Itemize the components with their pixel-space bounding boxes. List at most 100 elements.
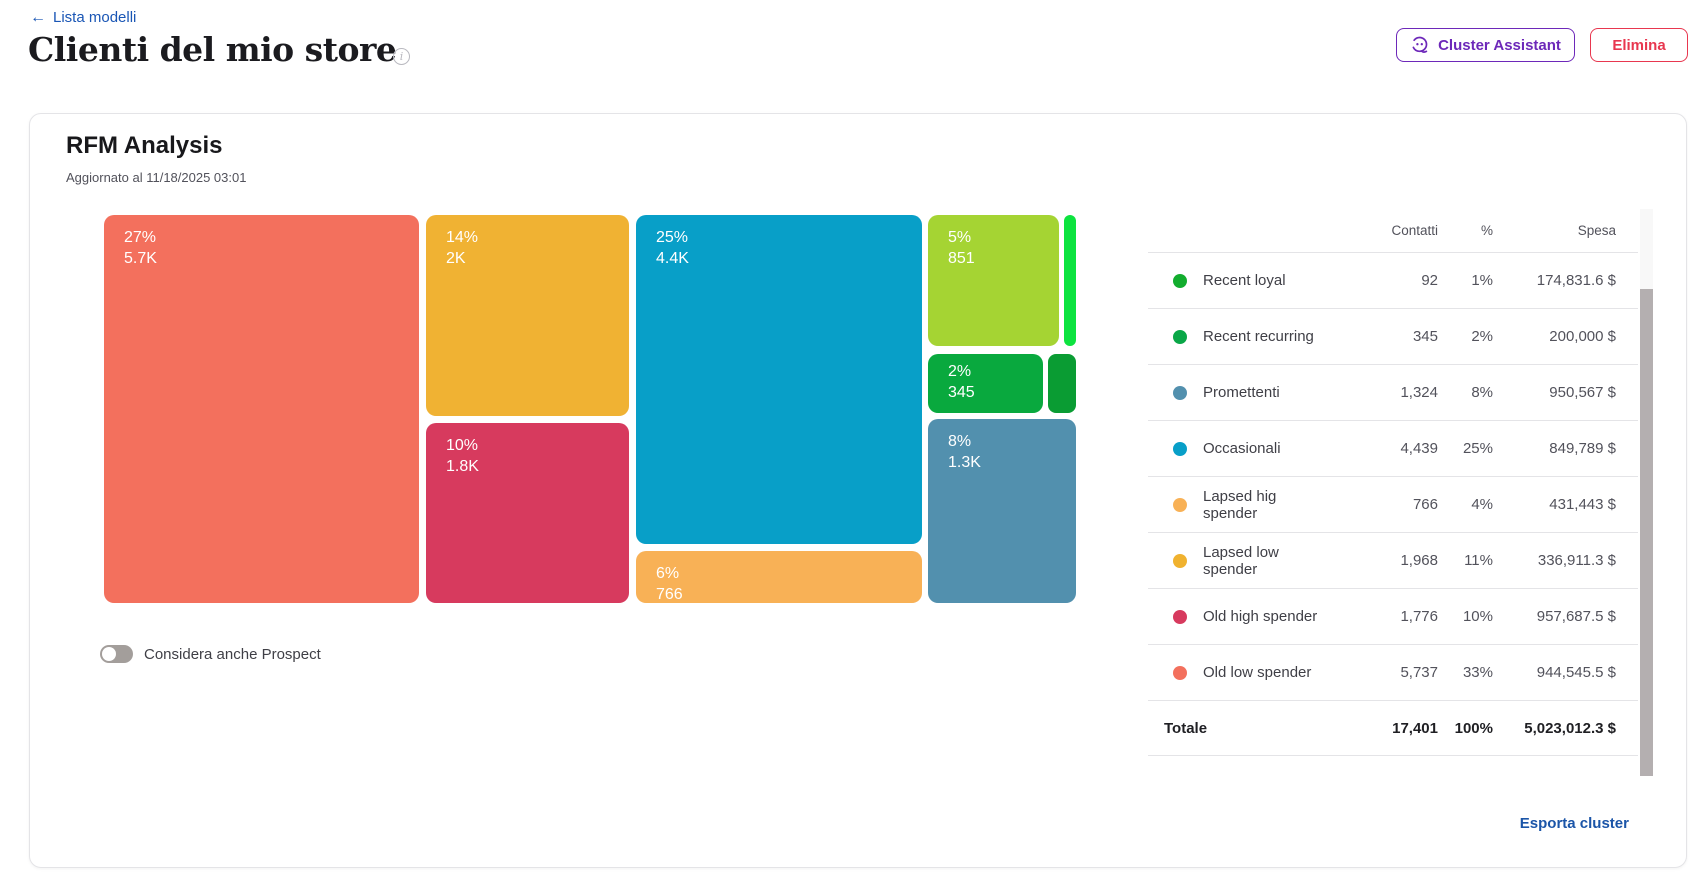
tile-pct: 10% [446, 437, 479, 454]
back-link[interactable]: ← Lista modelli [30, 9, 136, 26]
segment-spend: 200,000 $ [1549, 328, 1616, 345]
segment-name: Old low spender [1203, 664, 1312, 681]
treemap-tile-old-high-spender[interactable]: 10% 1.8K [426, 423, 629, 603]
cluster-assistant-label: Cluster Assistant [1438, 36, 1561, 54]
back-link-label: Lista modelli [53, 9, 137, 26]
segment-pct: 1% [1471, 272, 1493, 289]
rfm-card: RFM Analysis Aggiornato al 11/18/2025 03… [29, 113, 1687, 868]
table-header-row: Contatti % Spesa [1148, 209, 1638, 252]
export-cluster-link[interactable]: Esporta cluster [1519, 815, 1629, 832]
segment-pct: 8% [1471, 384, 1493, 401]
segment-contacts: 345 [1412, 328, 1438, 345]
page-title: Clienti del mio store [28, 30, 397, 69]
treemap-tile-lapsed-hig-spender[interactable]: 6% 766 [636, 551, 922, 603]
total-pct: 100% [1454, 719, 1493, 737]
col-header-contatti: Contatti [1391, 223, 1438, 238]
segment-contacts: 766 [1412, 496, 1438, 513]
card-updated-at: Aggiornato al 11/18/2025 03:01 [66, 170, 247, 185]
total-contacts: 17,401 [1392, 719, 1438, 737]
segment-name: Old high spender [1203, 608, 1318, 625]
segments-table: Contatti % Spesa Recent loyal 92 1% 174,… [1148, 209, 1638, 756]
segment-dot [1173, 665, 1187, 680]
treemap-tile-recent-recurring[interactable]: 2% 345 [928, 354, 1043, 413]
table-row: Promettenti 1,324 8% 950,567 $ [1148, 364, 1638, 420]
segment-spend: 174,831.6 $ [1536, 272, 1616, 289]
table-row: Old low spender 5,737 33% 944,545.5 $ [1148, 644, 1638, 700]
segment-name: Lapsed hig spender [1203, 487, 1277, 522]
segment-pct: 4% [1471, 496, 1493, 513]
treemap-tile-lime[interactable]: 5% 851 [928, 215, 1059, 346]
tile-pct: 8% [948, 433, 972, 450]
delete-button[interactable]: Elimina [1590, 28, 1688, 62]
segment-dot [1173, 553, 1187, 568]
segment-name: Recent recurring [1203, 328, 1314, 345]
tile-count: 4.4K [656, 250, 689, 267]
tile-count: 1.3K [948, 454, 981, 471]
segment-dot [1173, 441, 1187, 456]
segment-contacts: 1,324 [1400, 384, 1438, 401]
table-row: Lapsed hig spender 766 4% 431,443 $ [1148, 476, 1638, 532]
card-title: RFM Analysis [66, 132, 223, 159]
tile-pct: 2% [948, 363, 972, 380]
segment-pct: 33% [1462, 664, 1493, 681]
total-label: Totale [1164, 719, 1208, 737]
segment-contacts: 5,737 [1400, 664, 1438, 681]
treemap-tile-occasionali[interactable]: 25% 4.4K [636, 215, 922, 544]
table-row: Recent loyal 92 1% 174,831.6 $ [1148, 252, 1638, 308]
tile-pct: 27% [124, 229, 157, 246]
segment-name: Promettenti [1203, 384, 1280, 401]
segment-name: Lapsed low spender [1203, 543, 1279, 578]
col-header-pct: % [1480, 223, 1493, 238]
segment-spend: 950,567 $ [1549, 384, 1616, 401]
tile-pct: 14% [446, 229, 479, 246]
table-row: Occasionali 4,439 25% 849,789 $ [1148, 420, 1638, 476]
tile-count: 2K [446, 250, 466, 267]
tile-count: 1.8K [446, 458, 479, 475]
segment-dot [1173, 497, 1187, 512]
rfm-treemap: 27% 5.7K 14% 2K 10% 1.8K 25% 4.4K [104, 215, 1076, 603]
back-arrow-icon: ← [30, 8, 46, 26]
table-row: Old high spender 1,776 10% 957,687.5 $ [1148, 588, 1638, 644]
segment-dot [1173, 273, 1187, 288]
segment-pct: 25% [1462, 440, 1493, 457]
table-scrollbar-track[interactable] [1640, 209, 1653, 776]
prospect-toggle-label: Considera anche Prospect [144, 645, 321, 663]
tile-count: 345 [948, 384, 975, 401]
table-row: Lapsed low spender 1,968 11% 336,911.3 $ [1148, 532, 1638, 588]
info-icon[interactable]: i [393, 48, 410, 65]
prospect-toggle-row: Considera anche Prospect [100, 645, 321, 663]
segment-spend: 336,911.3 $ [1537, 552, 1616, 569]
segment-name: Recent loyal [1203, 272, 1286, 289]
segment-spend: 849,789 $ [1549, 440, 1616, 457]
segment-spend: 957,687.5 $ [1536, 608, 1616, 625]
segment-contacts: 1,776 [1400, 608, 1438, 625]
prospect-toggle[interactable] [100, 645, 133, 663]
treemap-tile-promettenti[interactable]: 8% 1.3K [928, 419, 1076, 603]
treemap-tile-lapsed-low-spender[interactable]: 14% 2K [426, 215, 629, 416]
tile-count: 766 [656, 586, 683, 603]
treemap-tile-small-green[interactable] [1048, 354, 1076, 413]
segment-spend: 431,443 $ [1549, 496, 1616, 513]
col-header-spesa: Spesa [1577, 223, 1616, 238]
tile-pct: 25% [656, 229, 689, 246]
segment-dot [1173, 609, 1187, 624]
table-total-row: Totale 17,401 100% 5,023,012.3 $ [1148, 700, 1638, 756]
segment-contacts: 1,968 [1400, 552, 1438, 569]
tile-count: 5.7K [124, 250, 157, 267]
segment-name: Occasionali [1203, 440, 1281, 457]
segment-pct: 10% [1462, 608, 1493, 625]
toggle-knob [102, 647, 116, 661]
tile-pct: 6% [656, 565, 680, 582]
tile-pct: 5% [948, 229, 972, 246]
segment-contacts: 92 [1421, 272, 1438, 289]
segment-pct: 11% [1464, 552, 1493, 569]
segment-dot [1173, 385, 1187, 400]
cluster-assistant-button[interactable]: Cluster Assistant [1396, 28, 1575, 62]
assistant-smiley-icon [1410, 35, 1430, 55]
treemap-tile-strip[interactable] [1064, 215, 1076, 346]
segment-spend: 944,545.5 $ [1536, 664, 1616, 681]
table-scrollbar-thumb[interactable] [1640, 289, 1653, 776]
table-row: Recent recurring 345 2% 200,000 $ [1148, 308, 1638, 364]
treemap-tile-old-low-spender[interactable]: 27% 5.7K [104, 215, 419, 603]
